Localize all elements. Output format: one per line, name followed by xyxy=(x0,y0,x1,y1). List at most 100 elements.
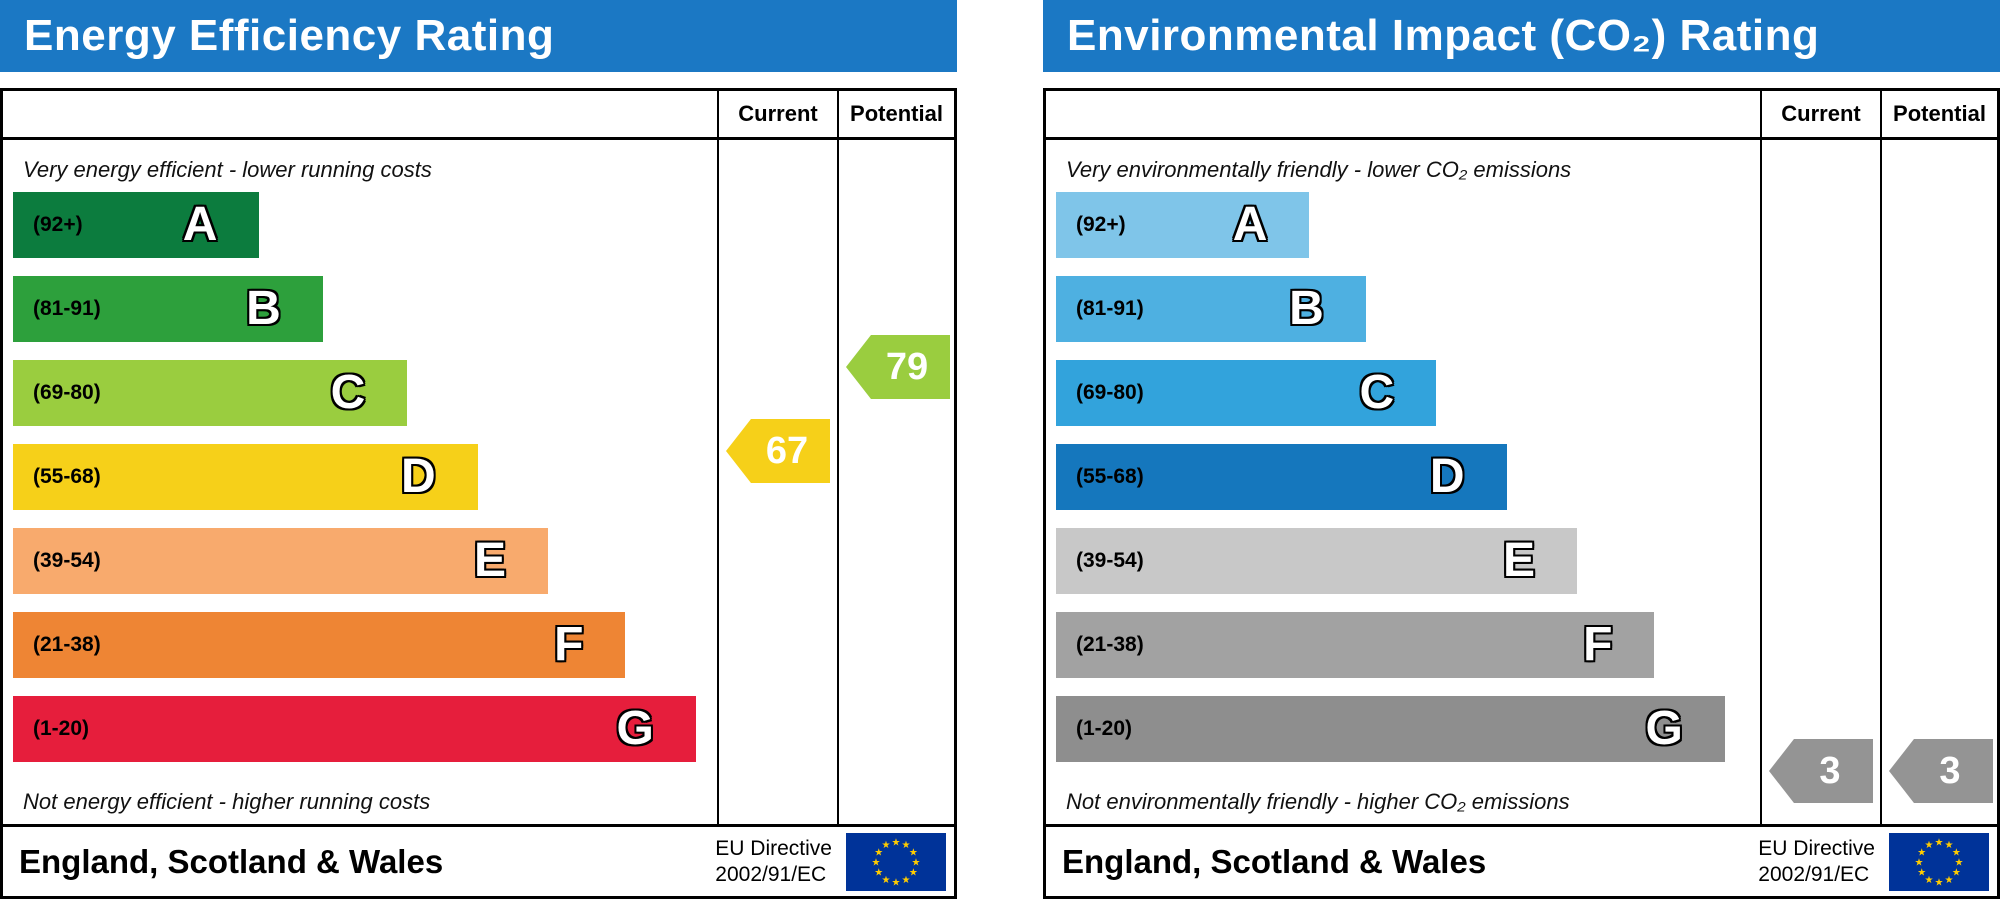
environmental-impact-rating-panel: Environmental Impact (CO₂) Rating Curren… xyxy=(1043,0,2000,899)
page-title: Environmental Impact (CO₂) Rating xyxy=(1067,11,1820,60)
svg-text:★: ★ xyxy=(1945,840,1954,851)
current-column: 67 xyxy=(717,140,837,824)
eu-directive-line1: EU Directive xyxy=(715,837,832,861)
svg-text:★: ★ xyxy=(874,847,883,858)
band-row-f: (21-38) F xyxy=(1056,612,1655,678)
svg-text:★: ★ xyxy=(909,847,918,858)
band-range-label: (39-54) xyxy=(33,549,101,572)
potential-column-header: Potential xyxy=(837,91,954,137)
rating-scale-area: Very energy efficient - lower running co… xyxy=(3,140,717,824)
rating-table: Current Potential Very energy efficient … xyxy=(0,88,957,899)
band-grade-letter: E xyxy=(1502,534,1535,587)
potential-column: 3 xyxy=(1880,140,1997,824)
rating-scale-area: Very environmentally friendly - lower CO… xyxy=(1046,140,1760,824)
svg-text:★: ★ xyxy=(1925,840,1934,851)
current-column: 3 xyxy=(1760,140,1880,824)
band-grade-letter: G xyxy=(616,702,654,755)
band-range-label: (39-54) xyxy=(1076,549,1144,572)
footer-region-label: England, Scotland & Wales xyxy=(19,842,444,880)
top-note: Very environmentally friendly - lower CO… xyxy=(1066,157,1572,182)
svg-text:★: ★ xyxy=(872,857,881,868)
band-row-d: (55-68) D xyxy=(13,444,478,510)
eu-directive-line2: 2002/91/EC xyxy=(715,862,827,886)
table-body: Very energy efficient - lower running co… xyxy=(3,140,954,824)
potential-rating-value: 79 xyxy=(885,345,929,388)
svg-text:★: ★ xyxy=(912,857,921,868)
potential-rating-arrow: 3 xyxy=(1889,739,1993,803)
column-header-spacer xyxy=(3,91,717,137)
current-rating-arrow: 67 xyxy=(726,419,830,483)
svg-text:★: ★ xyxy=(1952,867,1961,878)
band-grade-letter: A xyxy=(182,198,218,251)
band-range-label: (92+) xyxy=(1076,213,1126,236)
band-grade-letter: C xyxy=(1359,366,1395,419)
band-range-label: (81-91) xyxy=(33,297,101,320)
band-grade-letter: F xyxy=(554,618,584,671)
eu-flag-icon: ★ ★★ ★★★ ★★★ ★★★ xyxy=(846,832,946,891)
svg-text:★: ★ xyxy=(882,840,891,851)
band-grade-letter: A xyxy=(1232,198,1268,251)
band-row-g: (1-20) G xyxy=(1056,696,1725,762)
svg-text:★: ★ xyxy=(1935,837,1944,848)
band-grade-letter: D xyxy=(400,450,436,503)
panel-header: Environmental Impact (CO₂) Rating xyxy=(1043,0,2000,72)
band-grade-letter: D xyxy=(1429,450,1465,503)
band-range-label: (21-38) xyxy=(1076,633,1144,656)
band-row-a: (92+) A xyxy=(13,192,260,258)
band-range-label: (1-20) xyxy=(1076,717,1133,740)
eu-directive-line2: 2002/91/EC xyxy=(1758,862,1870,886)
band-grade-letter: G xyxy=(1645,702,1683,755)
potential-column: 79 xyxy=(837,140,954,824)
eu-directive-line1: EU Directive xyxy=(1758,837,1875,861)
band-grade-letter: C xyxy=(330,366,366,419)
band-range-label: (69-80) xyxy=(33,381,101,404)
potential-rating-value: 3 xyxy=(1939,749,1961,792)
svg-text:★: ★ xyxy=(1925,874,1934,885)
svg-text:★: ★ xyxy=(909,867,918,878)
eu-directive-label: EU Directive 2002/91/EC xyxy=(1758,836,1875,886)
panel-header: Energy Efficiency Rating xyxy=(0,0,957,72)
potential-rating-arrow: 79 xyxy=(846,335,950,399)
current-rating-arrow: 3 xyxy=(1769,739,1873,803)
band-range-label: (1-20) xyxy=(33,717,90,740)
svg-text:★: ★ xyxy=(1915,857,1924,868)
svg-text:★: ★ xyxy=(902,840,911,851)
svg-text:★: ★ xyxy=(902,874,911,885)
column-header-row: Current Potential xyxy=(1046,91,1997,140)
band-range-label: (55-68) xyxy=(1076,465,1144,488)
band-range-label: (81-91) xyxy=(1076,297,1144,320)
band-range-label: (92+) xyxy=(33,213,83,236)
bottom-note: Not energy efficient - higher running co… xyxy=(23,789,431,814)
svg-text:★: ★ xyxy=(1945,874,1954,885)
band-grade-letter: B xyxy=(246,282,281,335)
band-row-g: (1-20) G xyxy=(13,696,696,762)
energy-efficiency-rating-panel: Energy Efficiency Rating Current Potenti… xyxy=(0,0,957,899)
band-row-c: (69-80) C xyxy=(13,360,408,426)
page-title: Energy Efficiency Rating xyxy=(24,11,555,60)
current-rating-value: 3 xyxy=(1819,749,1841,792)
band-row-e: (39-54) E xyxy=(13,528,549,594)
table-footer: England, Scotland & Wales EU Directive 2… xyxy=(1046,824,1997,896)
table-body: Very environmentally friendly - lower CO… xyxy=(1046,140,1997,824)
band-row-a: (92+) A xyxy=(1056,192,1310,258)
column-header-spacer xyxy=(1046,91,1760,137)
band-row-e: (39-54) E xyxy=(1056,528,1577,594)
band-row-c: (69-80) C xyxy=(1056,360,1437,426)
column-header-row: Current Potential xyxy=(3,91,954,140)
svg-text:★: ★ xyxy=(874,867,883,878)
svg-text:★: ★ xyxy=(1955,857,1964,868)
table-footer: England, Scotland & Wales EU Directive 2… xyxy=(3,824,954,896)
band-row-b: (81-91) B xyxy=(13,276,323,342)
potential-column-header: Potential xyxy=(1880,91,1997,137)
svg-text:★: ★ xyxy=(1917,847,1926,858)
svg-text:★: ★ xyxy=(1935,877,1944,888)
band-row-d: (55-68) D xyxy=(1056,444,1507,510)
band-range-label: (69-80) xyxy=(1076,381,1144,404)
svg-text:★: ★ xyxy=(892,837,901,848)
band-row-b: (81-91) B xyxy=(1056,276,1366,342)
band-range-label: (55-68) xyxy=(33,465,101,488)
top-note: Very energy efficient - lower running co… xyxy=(23,157,432,182)
svg-text:★: ★ xyxy=(882,874,891,885)
eu-flag-icon: ★ ★★ ★★★ ★★★ ★★★ xyxy=(1889,832,1989,891)
rating-table: Current Potential Very environmentally f… xyxy=(1043,88,2000,899)
